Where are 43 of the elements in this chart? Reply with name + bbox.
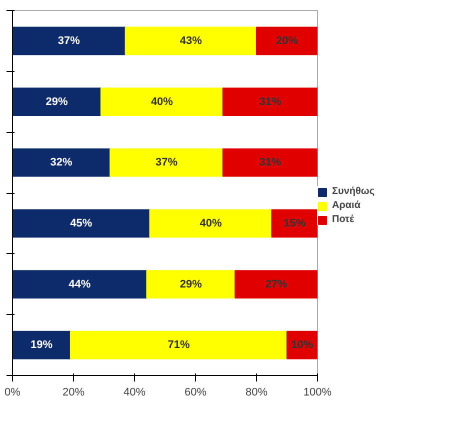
bar [12,26,126,56]
data-label: 20% [276,34,298,47]
data-label: 32% [50,156,73,169]
legend-label: Ποτέ [332,214,354,225]
data-label: 40% [150,96,174,108]
x-tick-label: 80% [245,386,268,398]
data-label: 37% [58,34,80,47]
bar [70,330,288,360]
data-label: 19% [30,339,53,352]
x-tick-label: 40% [123,386,146,398]
bar [256,26,318,56]
data-label: 10% [291,339,314,352]
data-label: 44% [68,278,91,290]
x-tick-label: 0% [4,386,21,398]
data-label: 45% [70,217,92,230]
data-label: 40% [200,217,222,230]
bar [222,88,318,116]
x-tick-label: 20% [62,386,85,398]
data-label: 37% [156,156,178,169]
legend-label: Αραιά [332,200,360,211]
bar [110,148,224,177]
data-label: 71% [168,339,190,352]
bar [12,270,148,298]
bar [234,270,318,298]
bar [12,88,102,116]
legend-label: Συνήθως [332,186,375,197]
data-label: 31% [259,96,282,108]
bar [12,330,71,360]
data-label: 29% [46,96,68,108]
bar [149,209,272,238]
bar [222,148,318,177]
data-label: 31% [259,156,282,169]
bar [12,148,111,177]
x-tick-label: 100% [303,386,332,398]
bar [146,270,236,298]
data-label: 15% [284,217,306,230]
bar [100,88,224,116]
data-label: 27% [265,278,288,290]
data-label: 43% [180,34,202,47]
bar [124,26,257,56]
bar [12,209,150,238]
data-label: 29% [180,278,202,290]
x-tick-label: 60% [184,386,207,398]
